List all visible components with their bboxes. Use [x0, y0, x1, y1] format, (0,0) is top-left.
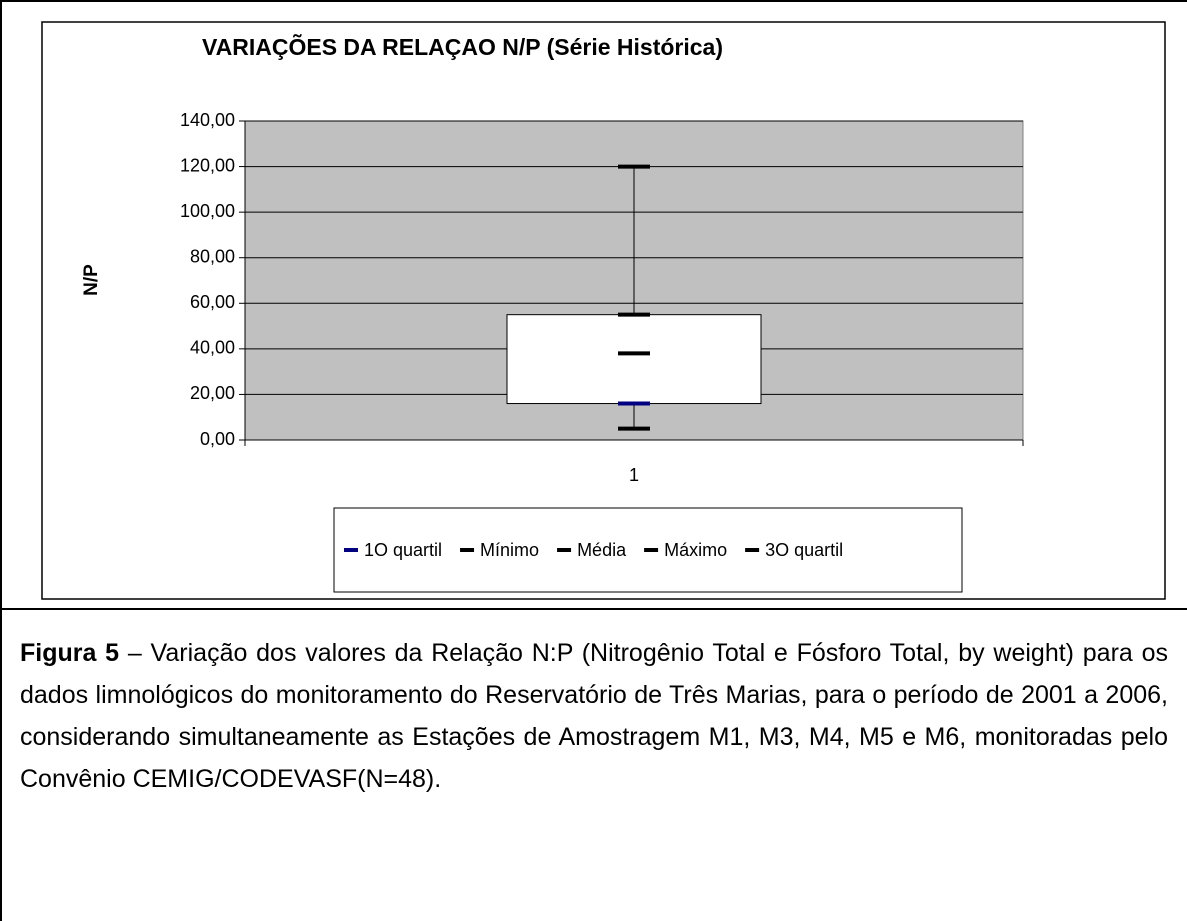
chart: VARIAÇÕES DA RELAÇAO N/P (Série Históric…	[41, 21, 1166, 600]
y-axis-label: N/P	[81, 264, 102, 296]
legend-label: 1O quartil	[364, 540, 442, 560]
y-tick-label: 0,00	[200, 429, 235, 449]
chart-title: VARIAÇÕES DA RELAÇAO N/P (Série Históric…	[202, 33, 723, 60]
y-tick-label: 20,00	[190, 383, 235, 403]
y-tick-label: 140,00	[180, 110, 235, 130]
legend-label: 3O quartil	[765, 540, 843, 560]
caption-text: – Variação dos valores da Relação N:P (N…	[20, 639, 1168, 793]
caption-label: Figura 5	[20, 639, 120, 667]
x-tick-label: 1	[629, 465, 639, 485]
separator	[2, 608, 1187, 610]
y-tick-label: 120,00	[180, 155, 235, 175]
y-tick-label: 80,00	[190, 246, 235, 266]
y-tick-label: 40,00	[190, 338, 235, 358]
y-tick-label: 60,00	[190, 292, 235, 312]
legend-label: Média	[577, 540, 627, 560]
y-tick-label: 100,00	[180, 201, 235, 221]
legend-label: Máximo	[664, 540, 727, 560]
box	[506, 314, 762, 405]
legend-label: Mínimo	[480, 540, 539, 560]
caption: Figura 5 – Variação dos valores da Relaç…	[20, 632, 1168, 800]
